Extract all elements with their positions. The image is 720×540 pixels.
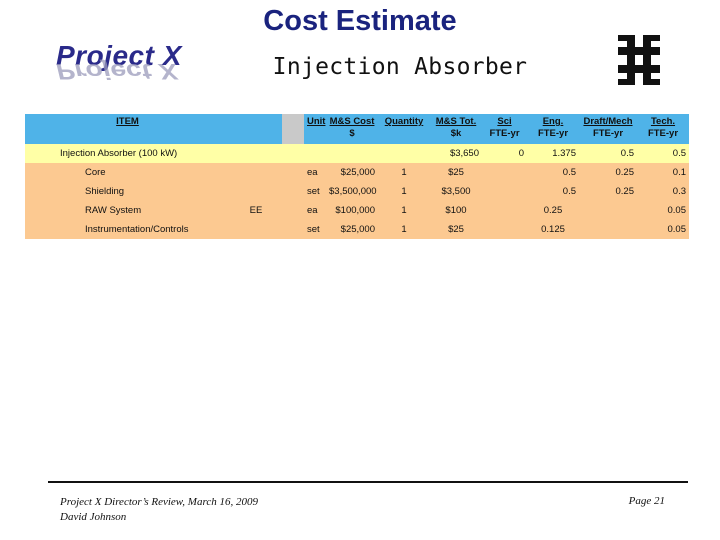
row-unit: ea [304,163,326,182]
page-title: Cost Estimate [263,5,457,37]
row-unit: set [304,182,326,201]
header-spacer [282,114,304,144]
row-ms-cost: $25,000 [326,220,378,239]
row-eng: 0.5 [527,182,579,201]
row-draft-mech: 0.25 [579,163,637,182]
summary-sci: 0 [482,144,527,163]
row-ms-cost: $3,500,000 [326,182,378,201]
row-eng: 0.25 [527,201,579,220]
row-ms-cost: $25,000 [326,163,378,182]
cost-table: ITEM Unit M&S Cost $ Quantity M&S Tot. $k … [25,114,689,239]
row-draft-mech [579,201,637,220]
page-subtitle: Injection Absorber [272,54,528,80]
header-ms-tot: M&S Tot. $k [430,114,482,144]
row-tag [230,163,282,182]
table-header-row: ITEM Unit M&S Cost $ Quantity M&S Tot. $k … [25,114,689,144]
row-ms-cost: $100,000 [326,201,378,220]
logo-text: Project X [56,40,182,71]
header-item: ITEM [25,114,230,144]
header-quantity: Quantity [378,114,430,144]
table-row: Instrumentation/Controls set $25,000 1 $… [25,220,689,239]
row-tag: EE [230,201,282,220]
row-quantity: 1 [378,163,430,182]
row-ms-tot: $25 [430,163,482,182]
header-eng: Eng. FTE-yr [527,114,579,144]
header-ms-cost: M&S Cost $ [326,114,378,144]
footer-credits: Project X Director’s Review, March 16, 2… [60,495,258,525]
header-sci: Sci FTE-yr [482,114,527,144]
summary-name: Injection Absorber (100 kW) [25,144,326,163]
row-ms-tot: $25 [430,220,482,239]
header-unit: Unit [304,114,326,144]
row-quantity: 1 [378,201,430,220]
summary-ms-tot: $3,650 [430,144,482,163]
project-x-logo: Project X Project X [56,40,206,96]
row-tech: 0.05 [637,220,689,239]
row-draft-mech: 0.25 [579,182,637,201]
summary-tech: 0.5 [637,144,689,163]
row-name: Core [25,163,230,182]
row-tech: 0.05 [637,201,689,220]
row-name: RAW System [25,201,230,220]
row-quantity: 1 [378,220,430,239]
fermilab-logo-icon [618,35,660,85]
row-name: Shielding [25,182,230,201]
row-unit: set [304,220,326,239]
header-tech: Tech. FTE-yr [637,114,689,144]
row-ms-tot: $3,500 [430,182,482,201]
table-row: Core ea $25,000 1 $25 0.5 0.25 0.1 [25,163,689,182]
table-row-summary: Injection Absorber (100 kW) $3,650 0 1.3… [25,144,689,163]
row-unit: ea [304,201,326,220]
summary-draft-mech: 0.5 [579,144,637,163]
footer-author: David Johnson [60,511,127,523]
row-tech: 0.3 [637,182,689,201]
row-draft-mech [579,220,637,239]
row-tag [230,182,282,201]
footer-review-line: Project X Director’s Review, March 16, 2… [60,496,258,508]
row-eng: 0.125 [527,220,579,239]
summary-eng: 1.375 [527,144,579,163]
header-draft-mech: Draft/Mech FTE-yr [579,114,637,144]
footer-divider [48,481,688,483]
table-row: Shielding set $3,500,000 1 $3,500 0.5 0.… [25,182,689,201]
page-number: Page 21 [628,495,665,507]
logo-reflection: Project X [56,59,178,84]
row-eng: 0.5 [527,163,579,182]
row-quantity: 1 [378,182,430,201]
row-tag [230,220,282,239]
row-name: Instrumentation/Controls [25,220,230,239]
table-row: RAW System EE ea $100,000 1 $100 0.25 0.… [25,201,689,220]
row-tech: 0.1 [637,163,689,182]
row-ms-tot: $100 [430,201,482,220]
